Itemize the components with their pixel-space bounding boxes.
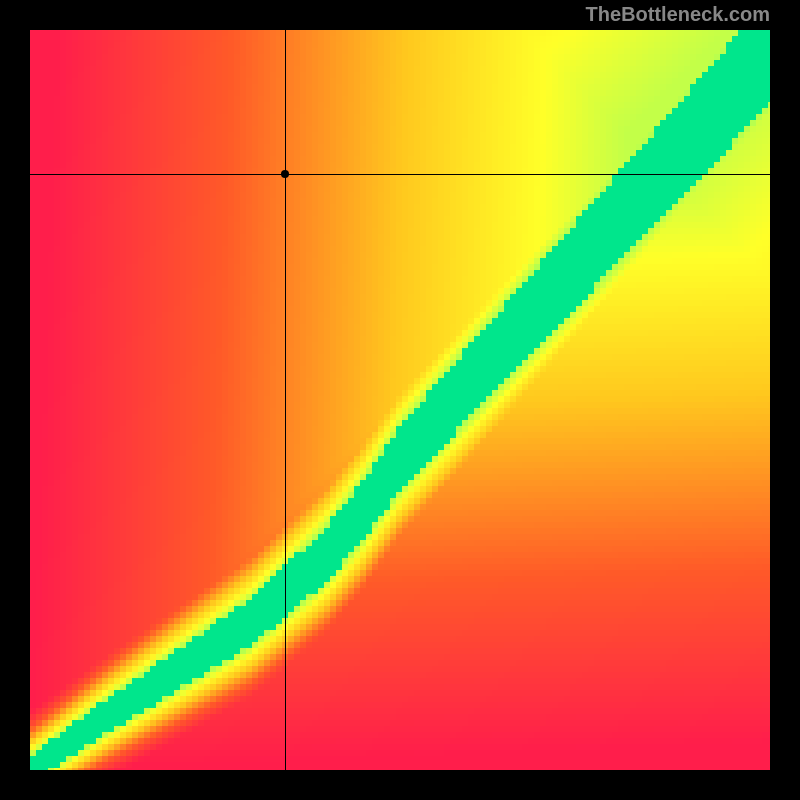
chart-container: TheBottleneck.com [0, 0, 800, 800]
heatmap-canvas [30, 30, 770, 770]
heatmap-plot [30, 30, 770, 770]
watermark-text: TheBottleneck.com [586, 4, 770, 27]
